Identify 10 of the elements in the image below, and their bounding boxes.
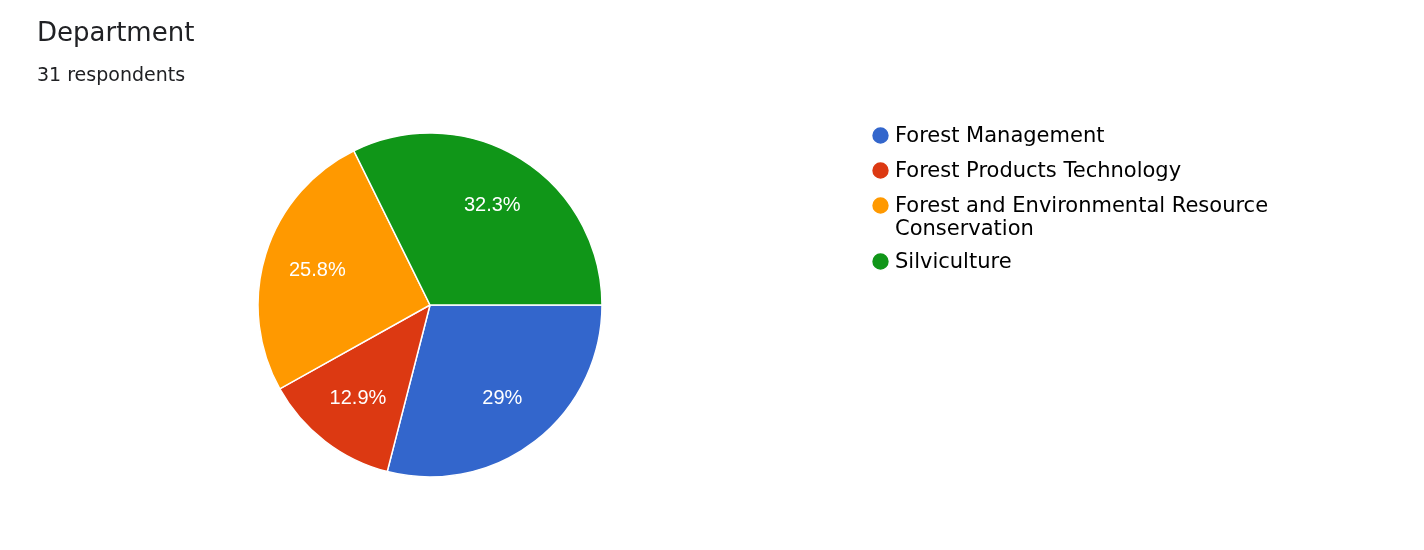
data-label: 25.8% — [288, 257, 346, 280]
chart-title: Department — [37, 17, 195, 47]
chart-subtitle: 31 respondents — [37, 63, 186, 85]
legend-label: Forest Products Technology — [895, 157, 1182, 182]
data-label: 32.3% — [463, 192, 521, 215]
legend-label: Forest and Environmental Resource Conservation — [895, 192, 1269, 240]
legend-label: Forest Management — [895, 122, 1105, 147]
legend-label: Silviculture — [895, 248, 1012, 273]
data-label: 12.9% — [329, 386, 387, 409]
data-label: 29% — [482, 386, 523, 409]
